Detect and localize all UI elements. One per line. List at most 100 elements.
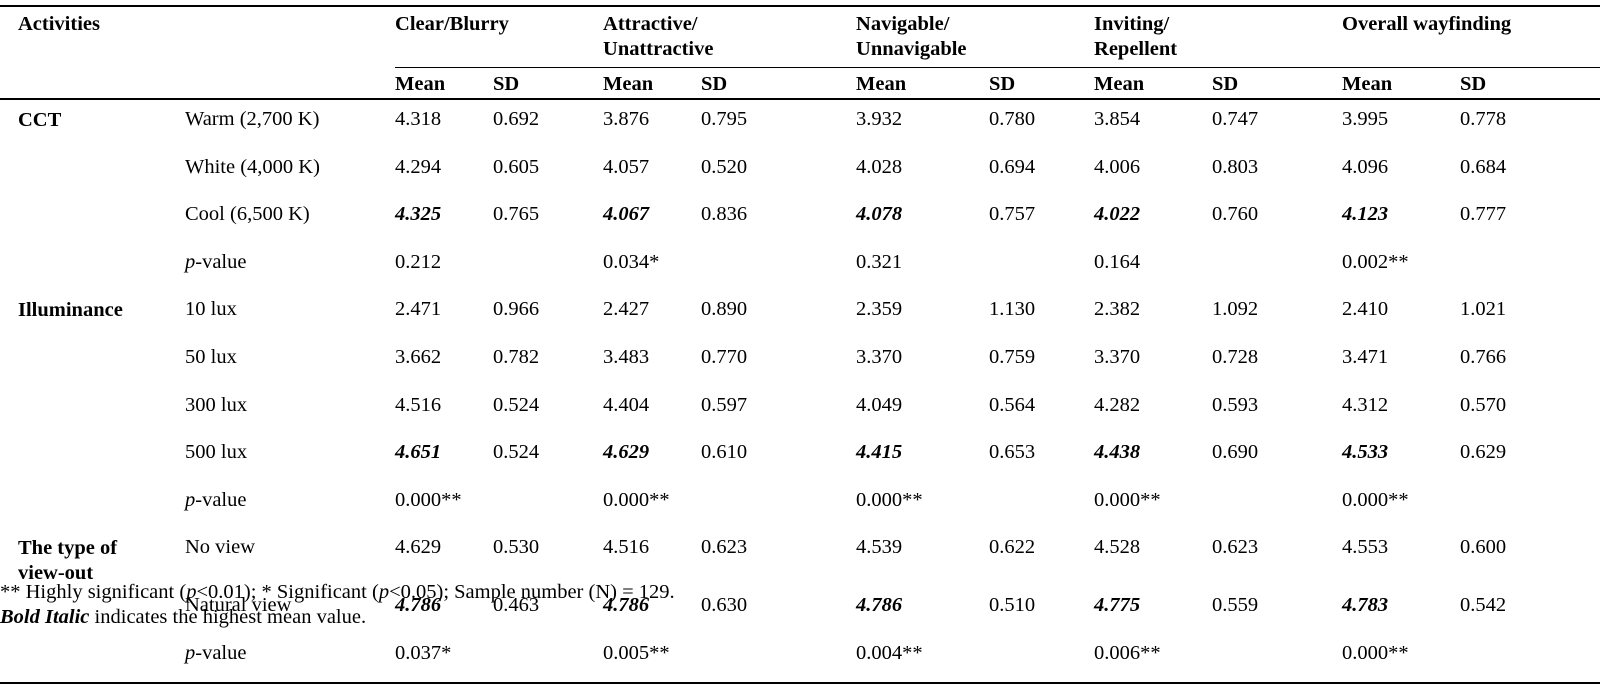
table-row: p-value 0.037* 0.005** 0.004** 0.006** 0.000*… (0, 634, 1600, 683)
cell-sd: 0.610 (701, 441, 748, 464)
row-label: White (4,000 K) (185, 155, 320, 178)
cell-sd: 0.692 (493, 108, 540, 130)
cell-mean: 4.067 (603, 203, 650, 226)
cell-mean: 4.294 (395, 155, 442, 178)
cell-sd: 0.542 (1460, 594, 1507, 617)
section-label: The type of view-out (18, 537, 118, 585)
cell-sd: 0.623 (701, 536, 748, 559)
cell-mean: 4.786 (395, 594, 442, 617)
cell-sd: 0.780 (989, 108, 1036, 130)
cell-sd: 0.765 (493, 203, 540, 226)
cell-mean: 4.539 (856, 536, 903, 559)
cell-mean: 4.651 (395, 441, 442, 464)
cell-sd: 1.021 (1460, 298, 1507, 321)
cell-mean: 4.629 (395, 536, 442, 559)
cell-sd: 0.653 (989, 441, 1036, 464)
cell-sd: 0.757 (989, 203, 1036, 226)
header-mean: Mean (856, 67, 990, 99)
cell-sd: 0.782 (493, 345, 540, 368)
cell-mean: 4.057 (603, 155, 650, 178)
section-label-empty (0, 338, 185, 386)
cell-mean: 0.000** (603, 488, 670, 511)
cell-sd: 0.629 (1460, 441, 1507, 464)
cell-mean: 4.078 (856, 203, 903, 226)
cell-sd: 1.092 (1212, 298, 1259, 321)
cell-sd: 0.605 (493, 155, 540, 178)
section-label-empty (0, 148, 185, 196)
cell-sd: 0.510 (989, 594, 1036, 617)
cell-sd: 0.570 (1460, 393, 1507, 416)
cell-sd: 0.559 (1212, 594, 1259, 617)
header-group: Clear/Blurry (395, 13, 509, 35)
row-label: 10 lux (185, 298, 237, 321)
cell-sd: 0.597 (701, 393, 748, 416)
cell-mean: 4.516 (603, 536, 650, 559)
cell-mean: 3.876 (603, 108, 650, 130)
cell-mean: 0.321 (856, 250, 903, 273)
section-label: CCT (18, 109, 62, 131)
cell-mean: 2.359 (856, 298, 903, 321)
cell-mean: 4.325 (395, 203, 442, 226)
row-label: 300 lux (185, 393, 248, 416)
header-mean: Mean (1342, 67, 1461, 99)
cell-sd: 0.524 (493, 441, 540, 464)
cell-sd: 0.770 (701, 345, 748, 368)
cell-sd (701, 481, 856, 529)
cell-mean: 0.004** (856, 641, 923, 664)
table-row: Cool (6,500 K) 4.325 0.765 4.067 0.836 4.078 0… (0, 195, 1600, 243)
cell-sd (989, 634, 1094, 683)
section-label-empty (0, 481, 185, 529)
cell-mean: 0.037* (395, 641, 452, 664)
cell-mean: 3.483 (603, 345, 650, 368)
cell-sd: 0.694 (989, 155, 1036, 178)
row-label: p-value (185, 641, 247, 664)
section-label-empty (0, 195, 185, 243)
table-notes: ** Highly significant (p<0.01); * Signif… (0, 580, 675, 630)
section-label-empty (0, 243, 185, 291)
cell-mean: 3.471 (1342, 345, 1389, 368)
cell-mean: 0.034* (603, 250, 660, 273)
header-mean: Mean (1094, 67, 1213, 99)
table-row: CCT Warm (2,700 K) 4.318 0.692 3.876 0.795 3.9… (0, 99, 1600, 148)
cell-sd (701, 243, 856, 291)
header-mean: Mean (395, 67, 494, 99)
cell-sd: 0.524 (493, 393, 540, 416)
cell-sd: 0.593 (1212, 393, 1259, 416)
cell-sd (1460, 243, 1600, 291)
cell-mean: 2.410 (1342, 298, 1389, 321)
cell-mean: 4.438 (1094, 441, 1141, 464)
cell-mean: 2.427 (603, 298, 650, 321)
cell-mean: 0.000** (395, 488, 462, 511)
cell-mean: 2.382 (1094, 298, 1141, 321)
cell-sd: 0.463 (493, 594, 540, 617)
header-group: Attractive/ Unattractive (603, 13, 714, 60)
cell-sd: 0.966 (493, 298, 540, 321)
cell-mean: 4.312 (1342, 393, 1389, 416)
table-row: Natural view 4.786 0.463 4.786 0.630 4.786 0.5… (0, 586, 1600, 634)
header-group: Overall wayfinding (1342, 13, 1512, 35)
cell-mean: 0.212 (395, 250, 442, 273)
cell-mean: 3.370 (1094, 345, 1141, 368)
cell-mean: 0.164 (1094, 250, 1141, 273)
header-sd: SD (493, 67, 604, 99)
cell-sd: 0.795 (701, 108, 748, 130)
cell-mean: 3.370 (856, 345, 903, 368)
cell-mean: 2.471 (395, 298, 442, 321)
cell-sd: 0.520 (701, 155, 748, 178)
cell-mean: 0.000** (1342, 641, 1409, 664)
cell-mean: 0.002** (1342, 250, 1409, 273)
header-row-groups: Activities Clear/Blurry Attractive/ Unat… (0, 6, 1600, 68)
cell-mean: 4.404 (603, 393, 650, 416)
cell-sd (701, 634, 856, 683)
cell-sd (989, 243, 1094, 291)
table-row: 500 lux 4.651 0.524 4.629 0.610 4.415 0.653 4.4… (0, 433, 1600, 481)
cell-sd: 0.766 (1460, 345, 1507, 368)
cell-mean: 3.995 (1342, 108, 1389, 130)
cell-sd: 0.530 (493, 536, 540, 559)
cell-mean: 0.000** (1094, 488, 1161, 511)
cell-mean: 4.022 (1094, 203, 1141, 226)
cell-sd: 0.630 (701, 594, 748, 617)
header-row-stats: Mean SD Mean SD Mean SD Mean SD Mean SD (0, 67, 1600, 99)
cell-sd: 0.623 (1212, 536, 1259, 559)
cell-sd (493, 634, 603, 683)
